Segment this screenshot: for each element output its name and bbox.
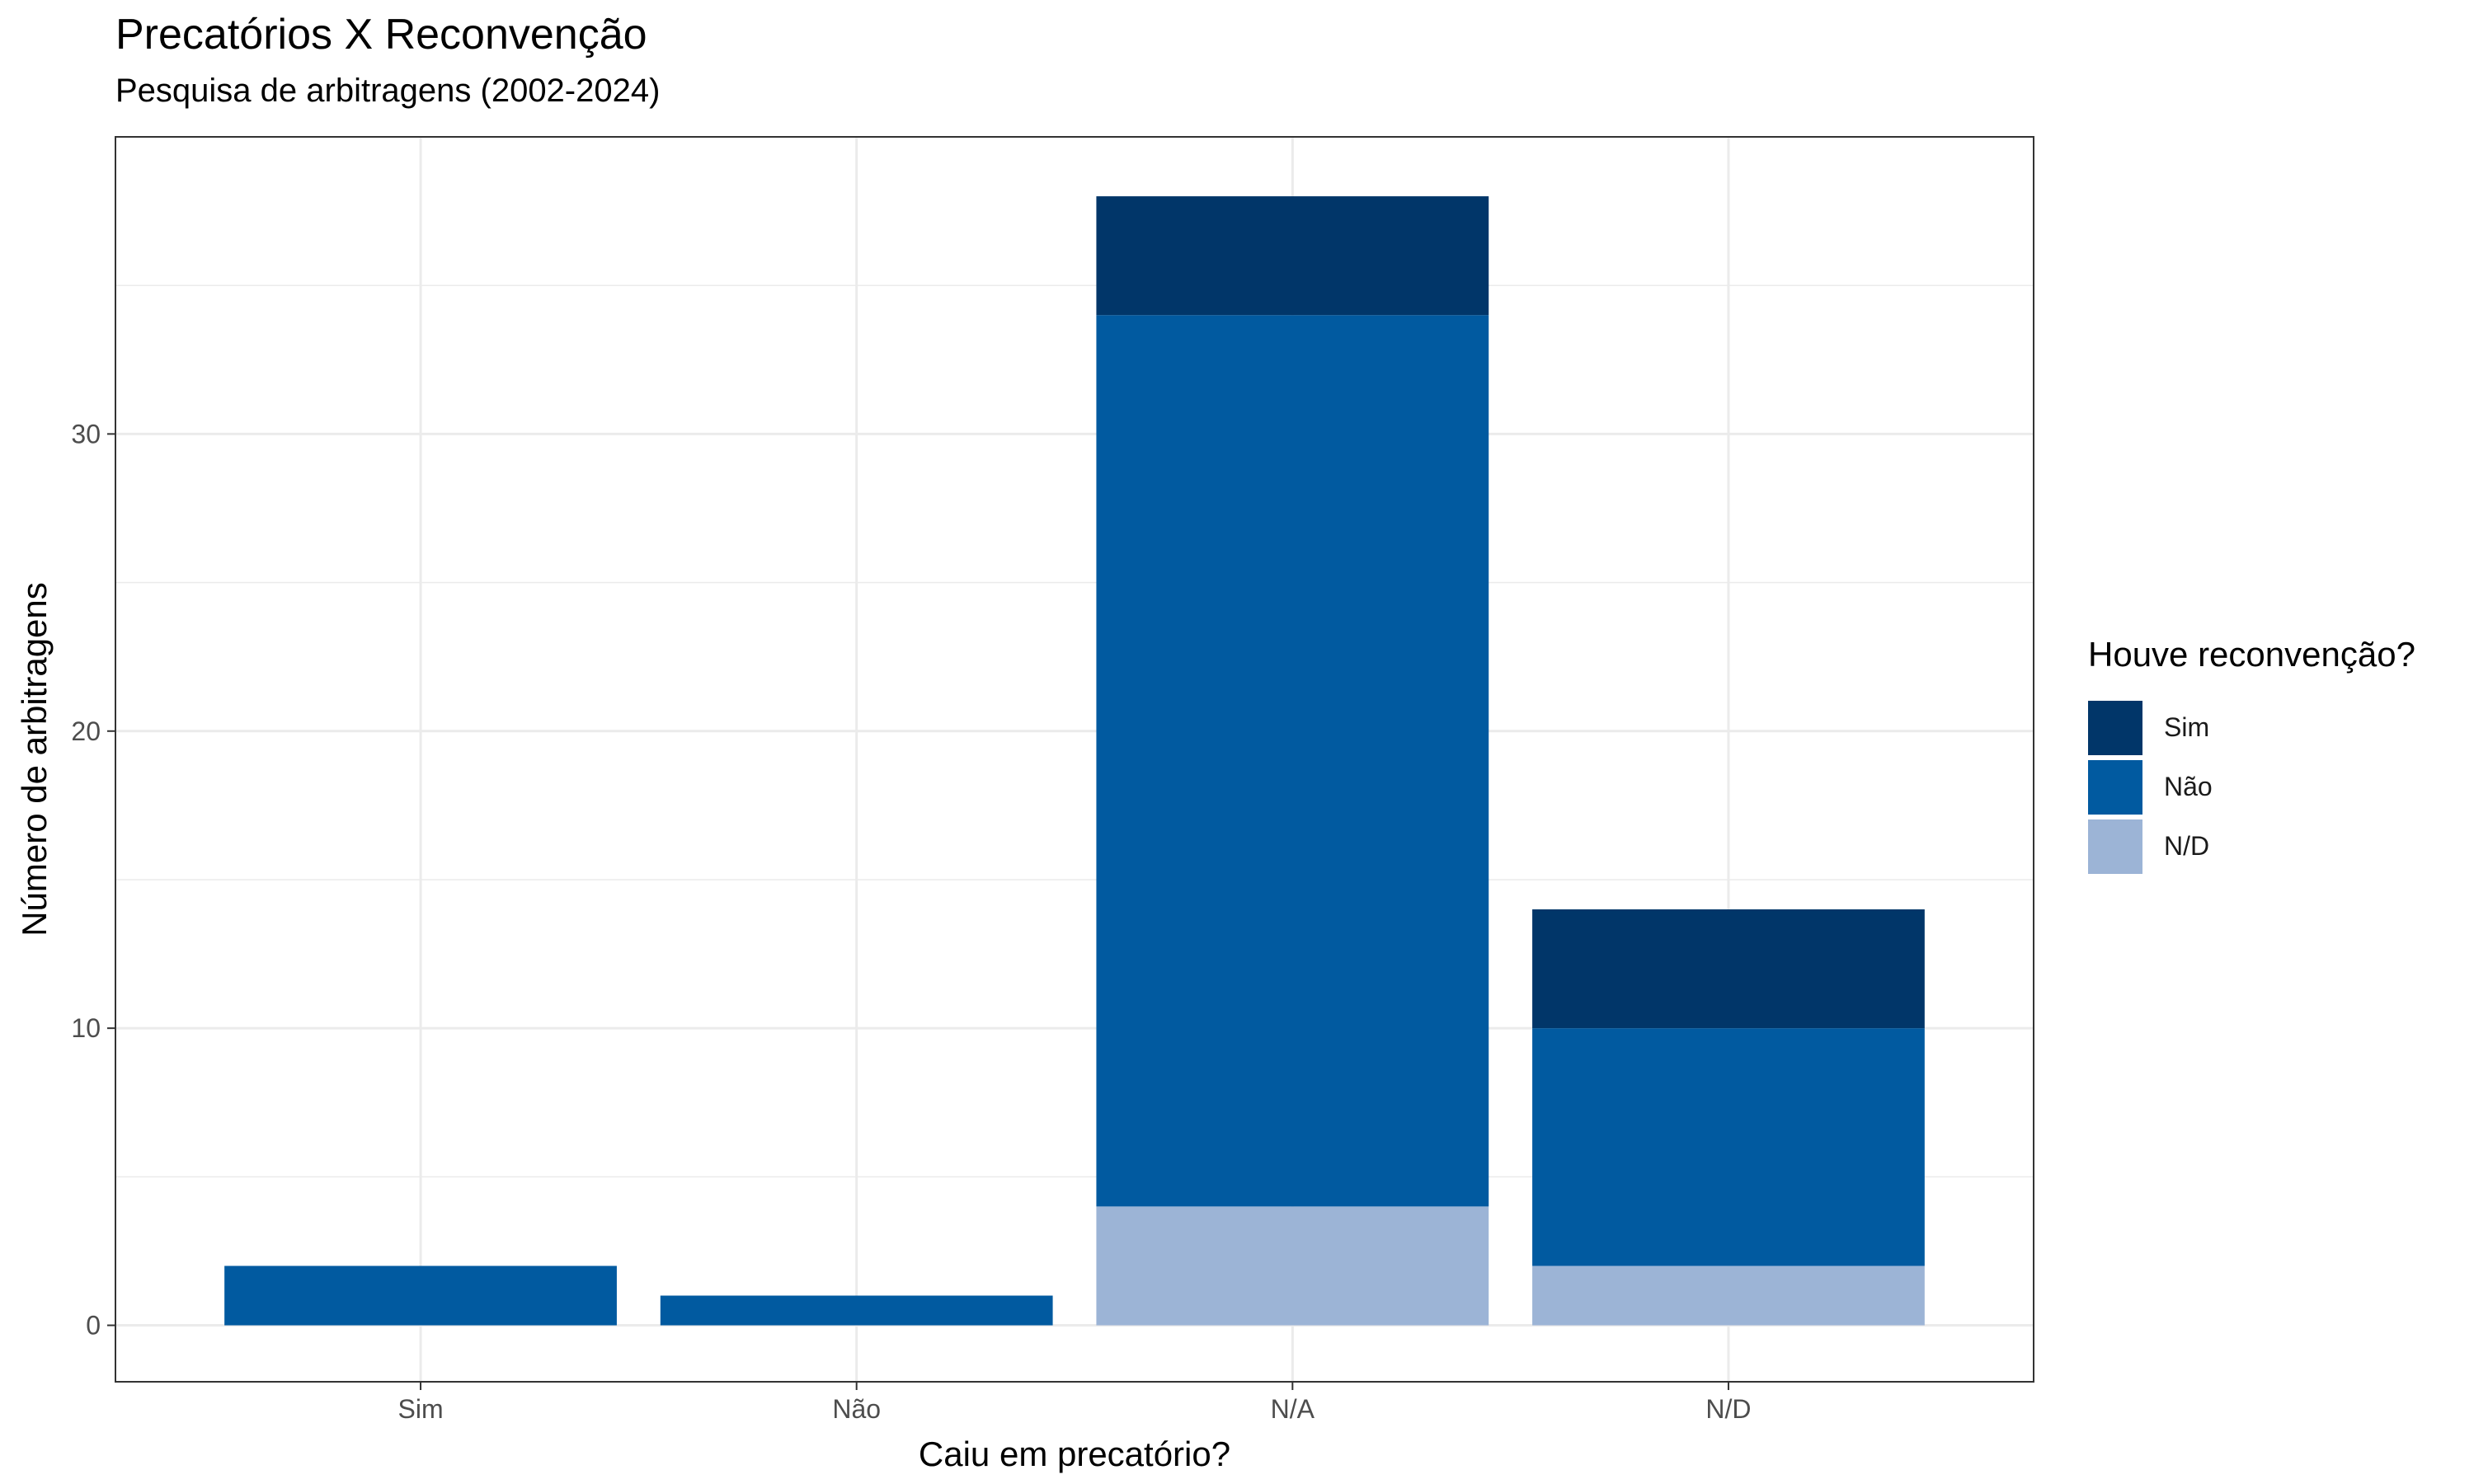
- legend-label: N/D: [2164, 831, 2210, 861]
- x-axis-title: Caiu em precatório?: [919, 1435, 1230, 1473]
- legend-title: Houve reconvenção?: [2088, 635, 2415, 674]
- legend-key: [2088, 701, 2142, 755]
- y-tick-label: 20: [71, 716, 101, 746]
- chart-title: Precatórios X Reconvenção: [115, 11, 647, 59]
- bar-no-no: [660, 1295, 1053, 1326]
- bar-nd-no: [1532, 1028, 1925, 1266]
- bars: [224, 196, 1925, 1326]
- y-axis-title: Número de arbitragens: [15, 582, 54, 937]
- bar-na-no: [1096, 315, 1489, 1207]
- legend: Houve reconvenção? Sim Não N/D: [2088, 635, 2415, 874]
- legend-key: [2088, 760, 2142, 815]
- legend-label: Não: [2164, 772, 2213, 801]
- bar-nd-nd: [1532, 1266, 1925, 1326]
- chart-subtitle: Pesquisa de arbitragens (2002-2024): [115, 73, 661, 109]
- legend-key: [2088, 819, 2142, 874]
- x-tick-label: N/A: [1271, 1394, 1315, 1424]
- bar-na-nd: [1096, 1206, 1489, 1326]
- panel-border: [115, 136, 2034, 1383]
- x-tick-label: N/D: [1705, 1394, 1751, 1424]
- y-tick-label: 10: [71, 1013, 101, 1043]
- legend-label: Sim: [2164, 712, 2210, 742]
- y-tick-label: 0: [86, 1311, 101, 1341]
- y-tick-label: 30: [71, 419, 101, 448]
- x-tick-label: Não: [832, 1394, 881, 1424]
- x-axis: Sim Não N/A N/D: [397, 1382, 1752, 1424]
- x-tick-label: Sim: [397, 1394, 443, 1424]
- bar-nd-sim: [1532, 909, 1925, 1029]
- y-axis: 0 10 20 30: [71, 419, 115, 1341]
- bar-na-sim: [1096, 196, 1489, 316]
- bar-sim-no: [224, 1266, 617, 1326]
